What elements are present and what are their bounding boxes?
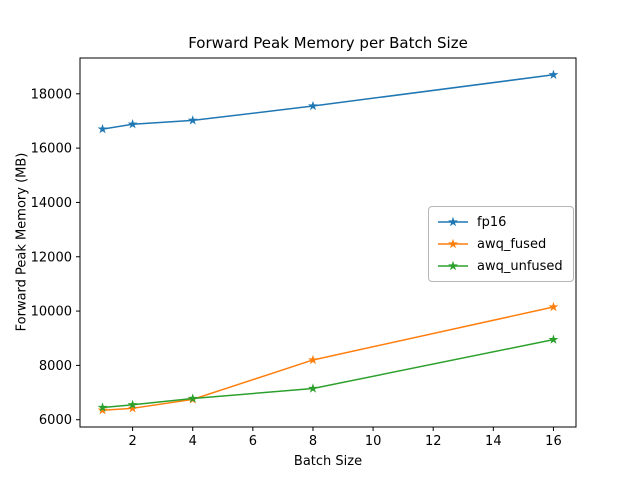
data-point-marker-awq_fused: [548, 301, 559, 312]
chart-title: Forward Peak Memory per Batch Size: [188, 34, 468, 52]
data-point-marker-awq_unfused: [187, 393, 198, 403]
legend-label: fp16: [477, 214, 507, 230]
x-axis-label: Batch Size: [293, 454, 363, 469]
legend-star-marker-icon: [448, 260, 458, 271]
data-point-marker-awq_unfused: [97, 402, 108, 412]
data-point-marker-awq_fused: [308, 354, 318, 365]
x-tick-label: 8: [309, 434, 317, 449]
legend-star-marker-icon: [448, 238, 458, 249]
data-point-marker-awq_unfused: [127, 399, 138, 409]
y-tick-label: 10000: [31, 305, 72, 320]
data-point-marker-fp16: [187, 115, 198, 125]
series-line-awq_fused: [102, 306, 554, 411]
data-point-marker-fp16: [308, 100, 318, 111]
y-tick-label: 16000: [31, 142, 72, 157]
series-line-awq_unfused: [102, 338, 554, 409]
y-tick-label: 8000: [39, 359, 72, 374]
axes-frame: [79, 57, 577, 428]
x-tick-label: 14: [485, 434, 502, 449]
legend-star-marker-icon: [448, 216, 458, 227]
y-tick-label: 18000: [31, 87, 72, 102]
series-line-fp16: [102, 74, 554, 130]
y-tick-label: 14000: [31, 196, 72, 211]
legend-item-fp16: fp16: [437, 213, 563, 231]
legend-item-awq_unfused: awq_unfused: [437, 257, 563, 275]
data-point-marker-awq_unfused: [548, 334, 559, 344]
y-tick-label: 6000: [39, 413, 72, 428]
x-tick-label: 2: [128, 434, 136, 449]
legend-line-sample: [438, 260, 468, 271]
legend: fp16 awq_fused awq_unfused: [428, 206, 574, 282]
data-point-marker-fp16: [548, 69, 559, 79]
x-tick-label: 4: [189, 434, 197, 449]
data-point-marker-awq_unfused: [308, 383, 318, 393]
legend-line-sample: [438, 216, 468, 227]
y-tick-label: 12000: [31, 250, 72, 265]
x-tick-label: 12: [425, 434, 442, 449]
data-point-marker-fp16: [97, 123, 108, 134]
data-point-marker-fp16: [127, 119, 138, 129]
data-point-marker-awq_fused: [127, 403, 138, 413]
legend-line-sample: [438, 238, 468, 249]
data-point-marker-awq_fused: [97, 405, 108, 415]
legend-label: awq_fused: [477, 236, 547, 252]
x-tick-label: 16: [545, 434, 562, 449]
legend-item-awq_fused: awq_fused: [437, 235, 563, 253]
x-tick-label: 6: [249, 434, 257, 449]
x-tick-label: 10: [365, 434, 382, 449]
legend-label: awq_unfused: [477, 258, 563, 274]
